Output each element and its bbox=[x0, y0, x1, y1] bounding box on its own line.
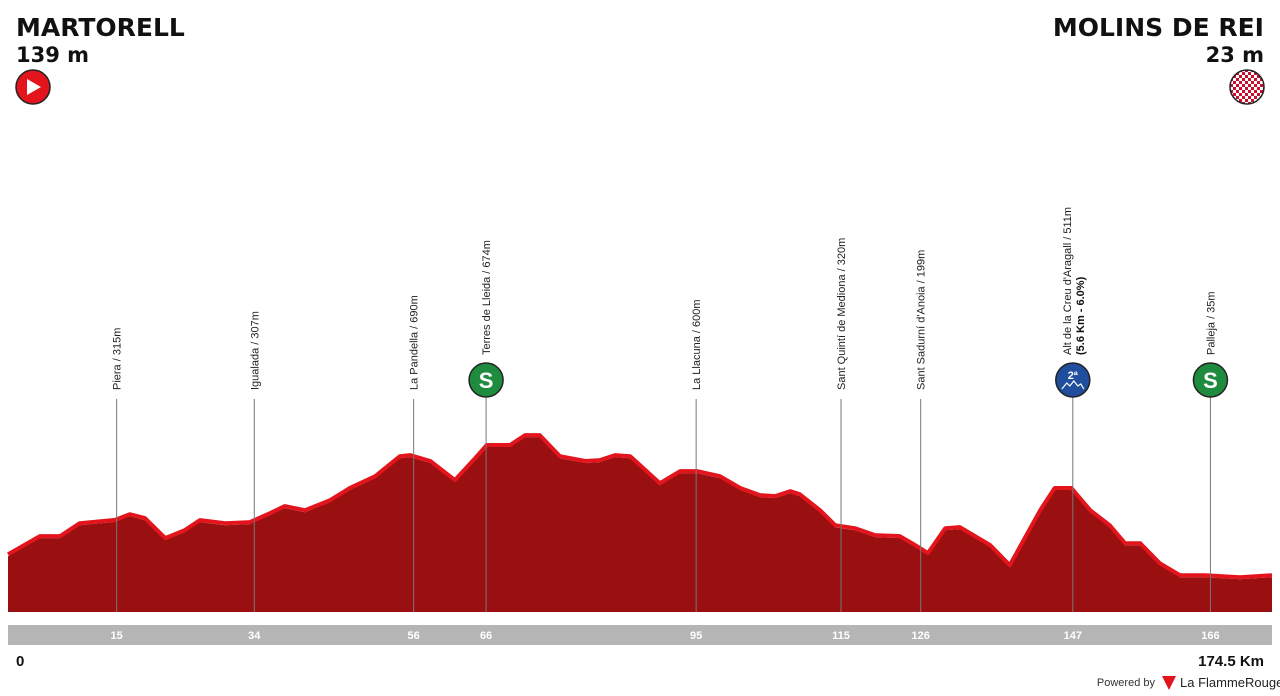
km-label: 15 bbox=[111, 630, 123, 642]
brand: La FlammeRouge bbox=[1180, 675, 1280, 690]
km-bar bbox=[8, 625, 1272, 645]
waypoint-label: Igualada / 307m bbox=[249, 311, 261, 390]
finish-name: MOLINS DE REI bbox=[1053, 13, 1264, 42]
waypoint-label: La Llacuna / 600m bbox=[691, 299, 703, 390]
badge-label: S bbox=[1203, 368, 1218, 393]
waypoint-label: Palleja / 35m bbox=[1205, 291, 1217, 355]
badge bbox=[1055, 362, 1091, 398]
km-label: 56 bbox=[408, 630, 420, 642]
badge-label: 2ª bbox=[1068, 370, 1079, 382]
x-end-label: 174.5 Km bbox=[1198, 653, 1264, 670]
waypoint-label: Terres de Lleida / 674m bbox=[481, 240, 493, 355]
km-label: 166 bbox=[1201, 630, 1219, 642]
km-label: 115 bbox=[832, 630, 850, 642]
profile-area bbox=[8, 437, 1272, 612]
waypoint-label: La Pandella / 690m bbox=[409, 295, 421, 390]
badge bbox=[1192, 362, 1229, 398]
waypoint-label: Piera / 315m bbox=[112, 328, 124, 390]
finish-elevation: 23 m bbox=[1206, 43, 1264, 67]
start-elevation: 139 m bbox=[16, 43, 89, 67]
brand-logo bbox=[1162, 676, 1176, 690]
badge-mountain bbox=[1061, 380, 1085, 390]
waypoint-detail: (5.6 Km - 6.0%) bbox=[1075, 276, 1087, 355]
profile-edge bbox=[7, 433, 1273, 580]
badge-label: S bbox=[479, 368, 494, 393]
start-name: MARTORELL bbox=[16, 13, 185, 42]
powered-by: Powered by bbox=[1097, 677, 1156, 689]
km-label: 147 bbox=[1064, 630, 1082, 642]
x-end-label: 0 bbox=[16, 653, 24, 670]
km-label: 66 bbox=[480, 630, 492, 642]
km-label: 34 bbox=[248, 630, 261, 642]
waypoint-label: Sant Quintí de Mediona / 320m bbox=[836, 238, 848, 390]
waypoint-label: Sant Sadurní d'Anoia / 199m bbox=[916, 250, 928, 390]
km-label: 95 bbox=[690, 630, 702, 642]
badge bbox=[468, 362, 504, 398]
waypoint-label: Alt de la Creu d'Aragall / 511m bbox=[1062, 207, 1074, 355]
start-icon bbox=[15, 69, 51, 105]
finish-icon bbox=[1229, 69, 1265, 105]
km-label: 126 bbox=[912, 630, 930, 642]
